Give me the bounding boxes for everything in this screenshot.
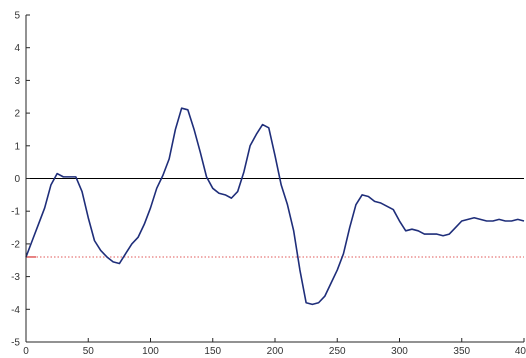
series-layer xyxy=(25,107,525,306)
x-tick-label: 250 xyxy=(329,346,346,357)
x-tick-label: 50 xyxy=(83,346,95,357)
reference-lines xyxy=(26,178,524,258)
y-tick-label: 1 xyxy=(14,141,20,152)
y-tick-label: 2 xyxy=(14,109,20,120)
axes xyxy=(25,14,525,343)
y-tick-label: 0 xyxy=(14,174,20,185)
x-tick-label: 40 xyxy=(515,346,526,357)
x-tick-label: 350 xyxy=(453,346,470,357)
x-tick-label: 300 xyxy=(391,346,408,357)
x-tick-label: 0 xyxy=(23,346,29,357)
y-tick-label: -1 xyxy=(11,207,20,218)
y-tick-label: 3 xyxy=(14,76,20,87)
y-tick-label: -2 xyxy=(11,239,20,250)
x-tick-label: 150 xyxy=(204,346,221,357)
x-tick-label: 200 xyxy=(267,346,284,357)
y-tick-label: 5 xyxy=(14,11,20,22)
y-tick-label: -3 xyxy=(11,272,20,283)
y-tick-label: 4 xyxy=(14,43,20,54)
y-tick-label: -5 xyxy=(11,338,20,349)
x-tick-label: 100 xyxy=(142,346,159,357)
series-line xyxy=(25,107,525,306)
y-tick-label: -4 xyxy=(11,305,20,316)
